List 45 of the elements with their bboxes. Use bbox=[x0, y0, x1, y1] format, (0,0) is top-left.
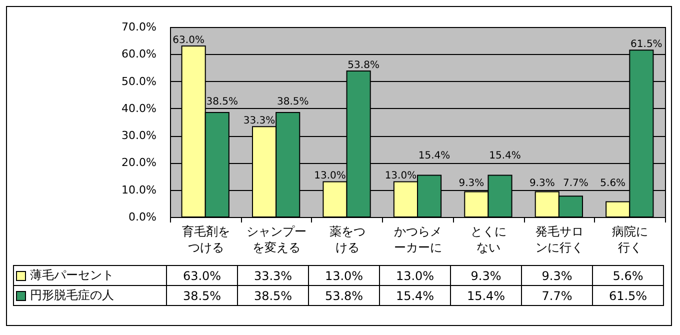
text: 9.3% bbox=[529, 178, 555, 189]
y-tick-label: 60.0% bbox=[122, 48, 156, 61]
data-label: 53.8% bbox=[308, 286, 380, 306]
x-tick-label: 病院に行く bbox=[612, 224, 648, 254]
text: 7.7% bbox=[563, 178, 588, 189]
text: 15.4% bbox=[418, 150, 450, 162]
legend-label: 薄毛パーセント bbox=[14, 266, 166, 286]
y-tick-label: 70.0% bbox=[122, 20, 156, 34]
x-tick-label: 発毛サロンに行く bbox=[535, 224, 584, 254]
text: 53.8% bbox=[348, 60, 380, 71]
x-tick-label: とくにない bbox=[470, 224, 507, 254]
text: 13.0% bbox=[384, 170, 417, 182]
x-tick-label: 育毛剤をつける bbox=[182, 224, 230, 254]
data-label: 9.3% bbox=[522, 266, 592, 286]
y-tick-label: 40.0% bbox=[122, 102, 156, 115]
text: 15.4% bbox=[489, 150, 521, 162]
legend-label: 円形脱毛症の人 bbox=[14, 286, 166, 306]
data-label: 61.5% bbox=[592, 286, 664, 306]
y-tick-label: 20.0% bbox=[122, 156, 156, 170]
data-label: 5.6% bbox=[592, 266, 664, 286]
text: 9.3% bbox=[458, 178, 484, 189]
text: 13.0% bbox=[314, 170, 346, 182]
data-label: 15.4% bbox=[450, 286, 522, 306]
text: 38.5% bbox=[206, 96, 238, 108]
y-tick-label: 10.0% bbox=[122, 183, 156, 196]
text: 5.6% bbox=[600, 178, 626, 189]
x-tick-label: 薬をつける bbox=[329, 224, 366, 254]
text: 33.3% bbox=[243, 116, 276, 127]
y-tick-label: 0.0% bbox=[128, 210, 156, 224]
data-label: 33.3% bbox=[238, 266, 308, 286]
data-label: 7.7% bbox=[522, 286, 592, 306]
text: 61.5% bbox=[630, 39, 662, 50]
data-label: 9.3% bbox=[450, 266, 522, 286]
text: 38.5% bbox=[276, 96, 309, 108]
x-tick-label: かつらメーカーに bbox=[394, 224, 442, 254]
data-label: 38.5% bbox=[238, 286, 308, 306]
y-tick-label: 50.0% bbox=[122, 74, 156, 88]
y-tick-label: 30.0% bbox=[122, 129, 156, 142]
x-tick-label: シャンプーを変える bbox=[246, 224, 307, 254]
data-label: 63.0% bbox=[166, 266, 238, 286]
text: 63.0% bbox=[172, 35, 204, 46]
data-label: 15.4% bbox=[380, 286, 450, 306]
data-label: 13.0% bbox=[308, 266, 380, 286]
data-label: 38.5% bbox=[166, 286, 238, 306]
data-label: 13.0% bbox=[380, 266, 450, 286]
